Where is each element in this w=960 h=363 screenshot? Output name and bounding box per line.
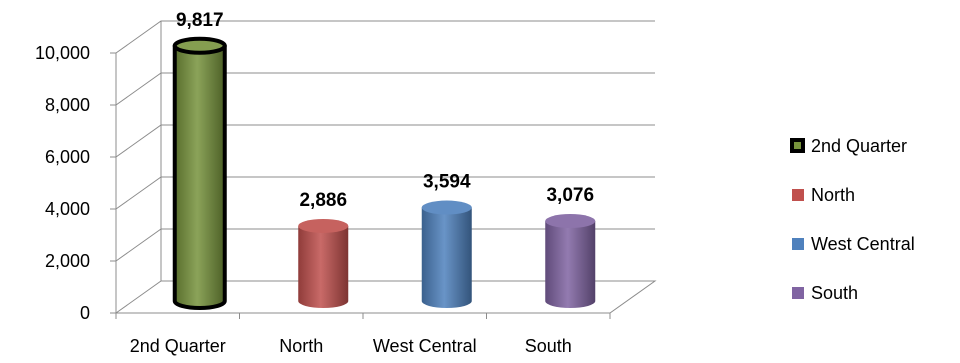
y-tick-label: 2,000 — [45, 251, 90, 271]
gridline — [115, 228, 655, 262]
gridline — [115, 124, 655, 158]
bar-top — [545, 214, 596, 229]
y-tick-label: 8,000 — [45, 95, 90, 115]
legend-label: West Central — [811, 234, 915, 254]
x-tick-label: 2nd Quarter — [130, 336, 226, 356]
legend-label: 2nd Quarter — [811, 136, 907, 156]
bars — [172, 36, 596, 310]
legend-item: North — [792, 185, 855, 205]
y-tick-label: 6,000 — [45, 147, 90, 167]
x-tick-label: North — [279, 336, 323, 356]
legend-swatch — [792, 287, 804, 299]
gridline — [115, 72, 655, 106]
y-tick-label: 0 — [80, 303, 90, 323]
bar-body — [298, 225, 349, 309]
data-label: 3,594 — [423, 172, 471, 193]
legend-swatch — [792, 189, 804, 201]
x-axis-ticks: 2nd Quarter North West Central South — [115, 313, 611, 356]
legend-swatch — [792, 238, 804, 250]
bar-north — [298, 218, 349, 309]
bar-body — [421, 207, 472, 309]
legend-label: North — [811, 185, 855, 205]
y-axis-ticks: 0 2,000 4,000 6,000 8,000 10,000 — [35, 43, 116, 323]
legend-item: 2nd Quarter — [790, 136, 907, 156]
data-label: 9,817 — [176, 10, 224, 31]
bar-top — [172, 36, 227, 55]
data-labels: 9,817 2,886 3,594 3,076 — [176, 10, 594, 211]
legend: 2nd Quarter North West Central South — [790, 136, 915, 303]
data-label: 2,886 — [299, 190, 347, 211]
y-tick-label: 10,000 — [35, 43, 90, 63]
legend-item: South — [792, 283, 858, 303]
x-tick-label: West Central — [373, 336, 477, 356]
x-tick-label: South — [525, 336, 572, 356]
data-label: 3,076 — [546, 185, 594, 206]
legend-item: West Central — [792, 234, 915, 254]
bar-body — [172, 43, 227, 310]
gridline — [115, 176, 655, 210]
legend-label: South — [811, 283, 858, 303]
bar-west-central — [421, 200, 472, 309]
bar-top — [298, 218, 349, 233]
gridlines — [115, 20, 655, 262]
bar-2nd-quarter — [172, 36, 227, 310]
bar-body — [545, 221, 596, 309]
bar-south — [545, 214, 596, 309]
bar-top — [421, 200, 472, 215]
y-tick-label: 4,000 — [45, 199, 90, 219]
gridline — [115, 20, 655, 54]
